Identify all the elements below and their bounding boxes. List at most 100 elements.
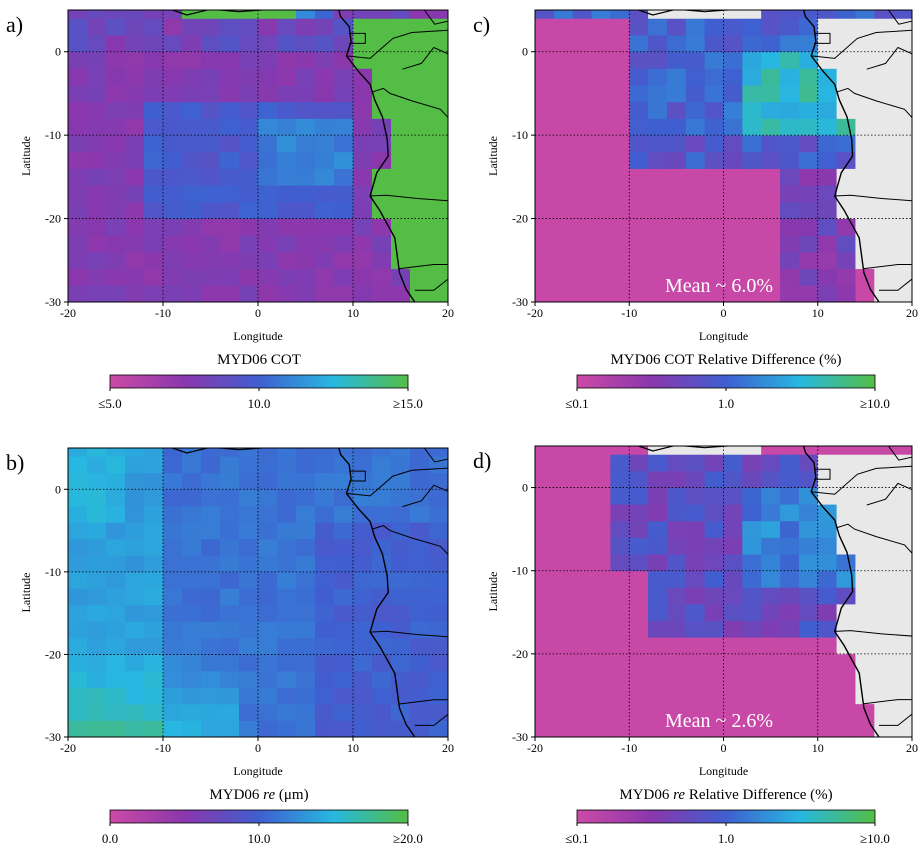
- heatmap-cell: [836, 504, 856, 522]
- heatmap-cell: [893, 637, 912, 655]
- heatmap-cell: [685, 620, 706, 638]
- heatmap-cell: [855, 720, 875, 737]
- heatmap-cell: [591, 285, 611, 302]
- heatmap-cell: [372, 285, 392, 302]
- heatmap-cell: [742, 235, 762, 253]
- heatmap-cell: [780, 285, 800, 302]
- heatmap-cell: [723, 587, 743, 605]
- heatmap-cell: [648, 637, 668, 655]
- panel-label: d): [473, 448, 491, 473]
- heatmap-cell: [258, 637, 278, 655]
- heatmap-cell: [780, 670, 800, 688]
- colorbar-tick-label: 1.0: [718, 831, 734, 846]
- heatmap-cell: [666, 470, 687, 488]
- heatmap-cell: [817, 51, 837, 69]
- heatmap-cell: [553, 168, 574, 186]
- heatmap-cell: [704, 235, 724, 253]
- heatmap-cell: [648, 603, 668, 621]
- heatmap-cell: [893, 201, 912, 219]
- heatmap-cell: [87, 670, 107, 688]
- x-tick-label: 10: [347, 741, 359, 755]
- heatmap-cell: [353, 85, 373, 103]
- heatmap-cell: [685, 520, 706, 538]
- heatmap-cell: [220, 18, 240, 36]
- heatmap-cell: [836, 687, 856, 705]
- heatmap-cell: [429, 687, 448, 705]
- heatmap-cell: [296, 448, 316, 457]
- heatmap-cell: [391, 637, 411, 655]
- heatmap-cell: [572, 118, 592, 136]
- x-tick-label: 0: [721, 741, 727, 755]
- heatmap-cell: [742, 18, 762, 36]
- heatmap-cell: [629, 446, 649, 455]
- heatmap-cell: [353, 654, 373, 672]
- heatmap-cell: [629, 151, 649, 169]
- heatmap-cell: [780, 620, 800, 638]
- heatmap-cell: [855, 285, 875, 302]
- heatmap-cell: [535, 687, 555, 705]
- heatmap-cell: [629, 537, 649, 555]
- heatmap-cell: [182, 555, 202, 573]
- heatmap-cell: [220, 621, 240, 639]
- heatmap-cell: [372, 151, 392, 169]
- heatmap-cell: [855, 168, 875, 186]
- heatmap-cell: [258, 555, 278, 573]
- heatmap-cell: [893, 51, 912, 69]
- heatmap-cell: [836, 85, 856, 103]
- country-border: [399, 264, 448, 270]
- heatmap-cell: [315, 51, 335, 69]
- heatmap-cell: [610, 85, 630, 103]
- heatmap-cell: [817, 570, 837, 588]
- heatmap-cell: [429, 489, 448, 507]
- heatmap-cell: [429, 654, 448, 672]
- heatmap-cell: [410, 101, 430, 119]
- heatmap-cell: [591, 218, 611, 236]
- heatmap-cell: [296, 670, 316, 688]
- heatmap-cell: [685, 703, 706, 721]
- heatmap-cell: [296, 555, 316, 573]
- heatmap-cell: [591, 537, 611, 555]
- heatmap-cell: [780, 51, 800, 69]
- heatmap-cell: [391, 10, 411, 19]
- heatmap-cell: [163, 10, 183, 19]
- heatmap-cell: [106, 218, 126, 236]
- heatmap-cell: [239, 218, 259, 236]
- heatmap-cell: [572, 10, 592, 19]
- heatmap-cell: [666, 185, 687, 203]
- colorbar: [576, 374, 876, 389]
- heatmap-cell: [535, 620, 555, 638]
- heatmap-cell: [182, 85, 202, 103]
- heatmap-cell: [855, 446, 875, 455]
- heatmap-cell: [163, 185, 183, 203]
- heatmap-cell: [410, 151, 430, 169]
- heatmap-cell: [68, 68, 88, 86]
- heatmap-cell: [334, 185, 354, 203]
- heatmap-cell: [666, 51, 687, 69]
- heatmap-cell: [742, 68, 762, 86]
- heatmap-cell: [704, 135, 724, 153]
- heatmap-cell: [629, 703, 649, 721]
- heatmap-cell: [315, 637, 335, 655]
- heatmap-cell: [591, 51, 611, 69]
- heatmap-cell: [239, 118, 259, 136]
- heatmap-cell: [201, 285, 221, 302]
- country-border: [879, 713, 912, 726]
- heatmap-cell: [201, 522, 221, 540]
- heatmap-cell: [685, 487, 706, 505]
- heatmap-cell: [553, 151, 574, 169]
- heatmap-cell: [106, 201, 126, 219]
- heatmap-cell: [798, 168, 819, 186]
- heatmap-cell: [220, 235, 240, 253]
- heatmap-cell: [572, 554, 592, 572]
- heatmap-cell: [685, 118, 706, 136]
- heatmap-cell: [201, 670, 221, 688]
- heatmap-cell: [410, 185, 430, 203]
- heatmap-cell: [410, 18, 430, 36]
- heatmap-cell: [372, 18, 392, 36]
- heatmap-cell: [353, 538, 373, 556]
- heatmap-cell: [798, 285, 819, 302]
- heatmap-cell: [874, 487, 894, 505]
- heatmap-cell: [874, 454, 894, 472]
- heatmap-cell: [798, 18, 819, 36]
- heatmap-cell: [258, 18, 278, 36]
